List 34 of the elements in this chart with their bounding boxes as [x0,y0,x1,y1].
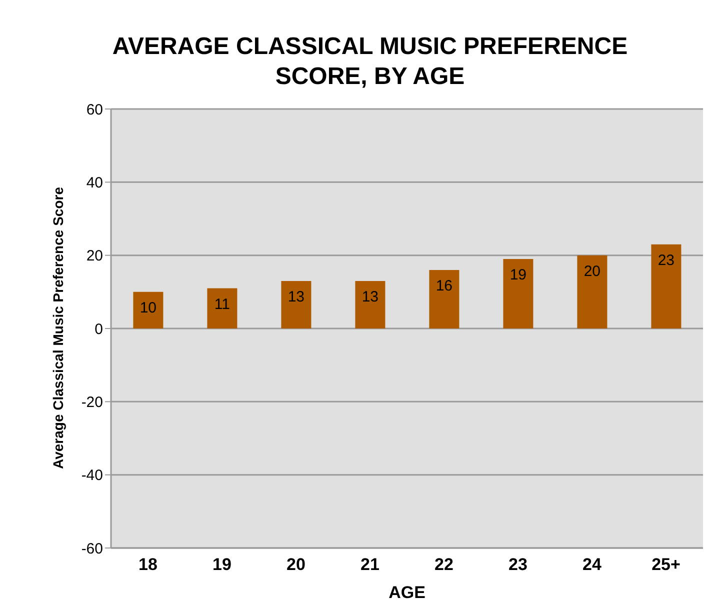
chart-title: AVERAGE CLASSICAL MUSIC PREFERENCE SCORE, BY AGE [111,32,629,92]
x-tick-label: 19 [212,555,232,574]
x-tick-label: 21 [360,555,380,574]
bar [133,292,164,328]
y-tick-label: 20 [86,248,103,265]
data-label: 19 [510,266,527,284]
y-tick-label: -60 [81,540,103,558]
bar [577,255,608,328]
bar [355,280,386,328]
y-axis-title: Average Classical Music Preference Score [50,186,66,469]
x-tick-label: 18 [138,555,158,574]
y-tick-label: -40 [81,467,103,484]
bar [503,258,534,328]
data-label: 13 [362,288,379,306]
data-label: 13 [288,288,305,306]
data-label: 11 [214,296,230,313]
y-tick-label: -20 [81,394,103,411]
bar [207,288,238,328]
x-tick-label: 24 [582,555,602,574]
data-label: 10 [140,300,157,317]
x-axis-title: AGE [388,583,426,602]
x-tick-label: 20 [286,555,306,574]
bar [651,244,682,328]
data-label: 20 [584,262,601,280]
x-tick-label: 22 [434,555,454,574]
bar [429,270,460,328]
y-tick-label: 40 [86,174,103,192]
data-label: 16 [436,278,453,295]
x-tick-label: 25+ [652,555,680,574]
x-tick-label: 23 [508,555,528,574]
y-tick-label: 60 [86,101,103,118]
data-label: 23 [658,252,675,270]
bar [281,280,312,328]
y-tick-label: 0 [94,320,103,338]
